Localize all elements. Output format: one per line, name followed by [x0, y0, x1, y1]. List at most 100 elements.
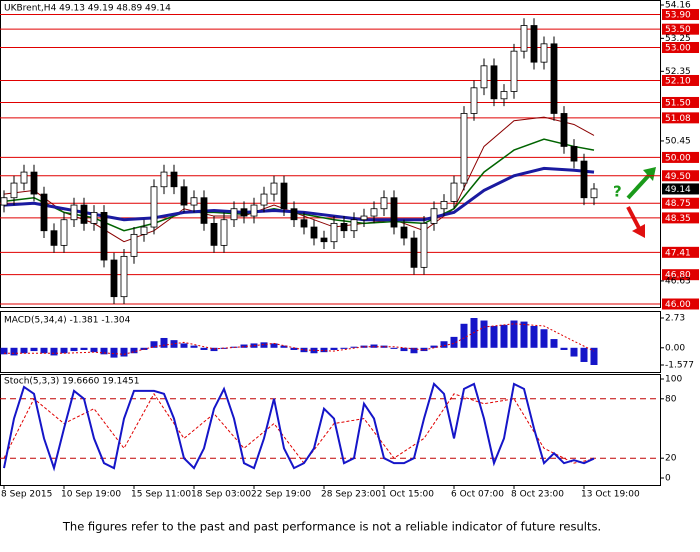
- level-label: 50.00: [665, 153, 691, 163]
- macd-signal: [4, 323, 595, 355]
- candle-body: [0, 197, 8, 206]
- candle-body: [540, 43, 548, 63]
- up-arrow: [626, 172, 652, 200]
- candle-body: [580, 160, 588, 199]
- candle-body: [560, 113, 568, 147]
- macd-bar: [500, 324, 508, 348]
- candle-body: [390, 197, 398, 228]
- x-tick-label: 28 Sep 23:00: [321, 490, 381, 500]
- macd-bar: [560, 347, 568, 350]
- candle-body: [140, 226, 148, 235]
- stoch-panel-frame: [0, 374, 661, 486]
- macd-bar: [540, 329, 548, 348]
- y-tick-label: 0: [665, 474, 671, 484]
- macd-bar: [90, 347, 98, 353]
- level-label-box: [662, 112, 699, 124]
- macd-bar: [300, 347, 308, 353]
- candle-body: [310, 226, 318, 239]
- macd-bar: [450, 336, 458, 348]
- candle-body: [190, 197, 198, 206]
- candle-body: [100, 211, 108, 261]
- level-label-box: [662, 170, 699, 182]
- level-label: 53.90: [665, 11, 691, 21]
- macd-bar: [580, 347, 588, 362]
- candle-body: [410, 237, 418, 268]
- level-label: 53.50: [665, 25, 691, 35]
- level-label: 46.00: [665, 300, 691, 310]
- candle-body: [170, 171, 178, 188]
- candle-body: [440, 201, 448, 210]
- macd-panel-frame: [0, 311, 661, 373]
- candle-body: [360, 215, 368, 221]
- level-label-box: [662, 246, 699, 258]
- macd-bar: [480, 320, 488, 348]
- level-label: 53.00: [665, 44, 691, 54]
- macd-bar: [240, 344, 248, 348]
- x-tick-label: 8 Oct 23:00: [511, 490, 564, 500]
- macd-bar: [110, 347, 118, 358]
- candle-body: [510, 50, 518, 92]
- candle-body: [220, 219, 228, 246]
- macd-bar: [510, 320, 518, 348]
- macd-bar: [190, 345, 198, 348]
- y-tick-label: 52.35: [665, 67, 691, 77]
- y-tick-label: 100: [665, 375, 682, 385]
- macd-bar: [360, 345, 368, 348]
- level-label-box: [662, 298, 699, 310]
- macd-bar: [490, 325, 498, 348]
- candle-body: [80, 204, 88, 224]
- macd-bar: [430, 345, 438, 348]
- stoch-k: [3, 382, 595, 472]
- level-label: 49.50: [665, 172, 691, 182]
- macd-bar: [320, 347, 328, 353]
- last-price-label: 49.14: [665, 185, 691, 195]
- question-mark: ?: [613, 183, 622, 201]
- candle-body: [490, 65, 498, 100]
- y-tick-label: 50.45: [665, 136, 691, 146]
- candle-body: [250, 204, 258, 217]
- candle-body: [30, 171, 38, 195]
- x-tick-label: 18 Sep 03:00: [191, 490, 251, 500]
- macd-bar: [120, 347, 128, 357]
- x-tick-label: 6 Oct 07:00: [451, 490, 504, 500]
- macd-bar: [210, 347, 218, 352]
- macd-bar: [420, 347, 428, 352]
- candle-body: [230, 208, 238, 221]
- macd-bar: [170, 340, 178, 348]
- macd-bar: [260, 342, 268, 348]
- candle-body: [180, 186, 188, 206]
- candle-body: [60, 219, 68, 246]
- candle-body: [280, 182, 288, 210]
- candle-body: [450, 182, 458, 202]
- macd-bar: [220, 347, 228, 349]
- candle-body: [40, 193, 48, 232]
- y-tick-label: -1.577: [665, 361, 694, 371]
- macd-bar: [520, 321, 528, 348]
- candle-body: [500, 91, 508, 100]
- candle-body: [550, 43, 558, 114]
- level-label: 51.50: [665, 98, 691, 108]
- macd-bar: [70, 347, 78, 352]
- macd-bar: [10, 347, 18, 356]
- candle-body: [50, 230, 58, 246]
- candle-body: [590, 188, 598, 199]
- macd-bar: [20, 347, 28, 354]
- level-label-box: [662, 212, 699, 224]
- level-label-box: [662, 151, 699, 163]
- macd-bar: [340, 347, 348, 349]
- x-tick-label: 22 Sep 19:00: [251, 490, 311, 500]
- y-tick-label: 0.00: [665, 343, 685, 353]
- candle-body: [210, 222, 218, 246]
- macd-bar: [410, 347, 418, 354]
- x-tick-label: 8 Sep 2015: [1, 490, 52, 500]
- candle-body: [110, 259, 118, 298]
- macd-bar: [0, 347, 8, 355]
- level-label: 48.35: [665, 214, 691, 224]
- y-tick-label: 46.63: [665, 276, 691, 286]
- x-tick-label: 10 Sep 19:00: [61, 490, 121, 500]
- candle-body: [290, 208, 298, 221]
- main-panel-frame: [0, 0, 661, 308]
- macd-bar: [40, 347, 48, 354]
- candle-body: [70, 204, 78, 221]
